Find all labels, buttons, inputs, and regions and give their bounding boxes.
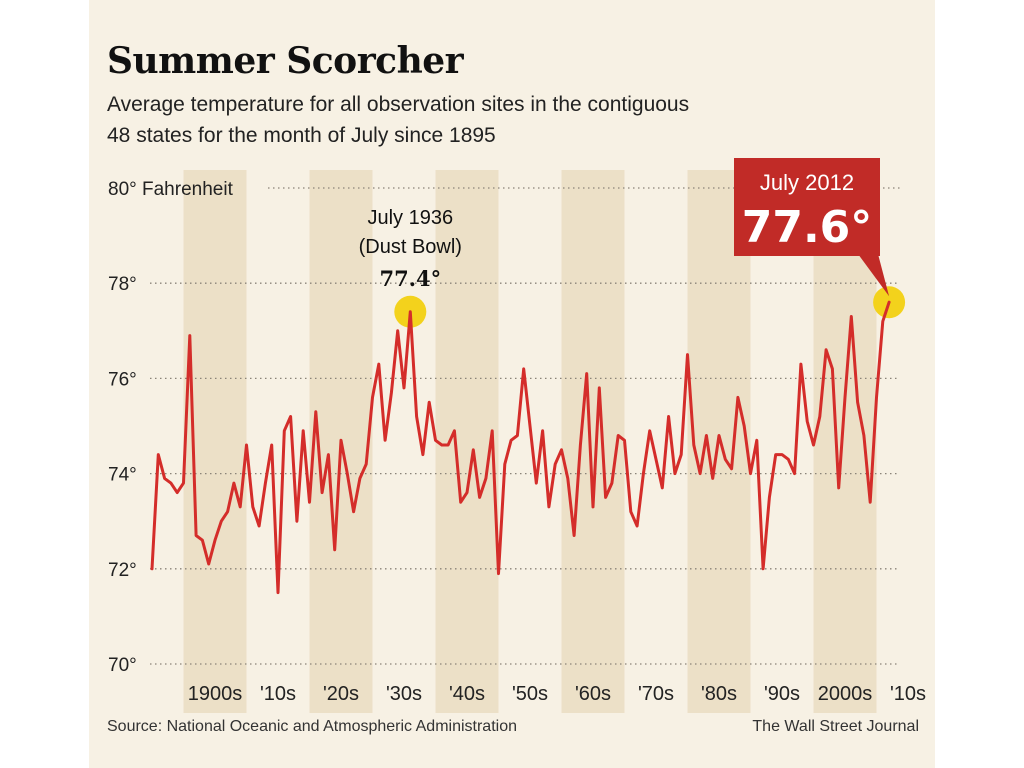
x-tick-label-1940: '40s [449, 683, 485, 705]
x-tick-label-1910: '10s [260, 683, 296, 705]
chart-title: Summer Scorcher [107, 40, 464, 82]
y-tick-label-76: 76° [108, 369, 137, 390]
annotation-1936-note: (Dust Bowl) [359, 236, 462, 258]
x-tick-label-1980: '80s [701, 683, 737, 705]
y-tick-label-80: 80° Fahrenheit [108, 179, 234, 200]
x-tick-label-2010: '10s [890, 683, 926, 705]
x-tick-label-1960: '60s [575, 683, 611, 705]
callout-2012-pointer [858, 254, 890, 297]
decade-band-1960 [561, 170, 625, 713]
callout-2012-label: July 2012 [760, 170, 854, 195]
chart-subtitle-line-2: 48 states for the month of July since 18… [107, 124, 496, 147]
x-tick-label-1900: 1900s [188, 683, 243, 705]
chart-subtitle-line-1: Average temperature for all observation … [107, 93, 690, 116]
annotation-1936-value: 77.4° [379, 266, 441, 291]
decade-band-1940 [435, 170, 499, 713]
callout-2012-value: 77.6° [742, 202, 873, 253]
y-tick-label-78: 78° [108, 274, 137, 295]
publisher-credit: The Wall Street Journal [752, 718, 919, 735]
y-tick-label-72: 72° [108, 560, 137, 581]
callout-2012-box [734, 158, 880, 256]
source-note: Source: National Oceanic and Atmospheric… [107, 718, 517, 735]
x-tick-label-1950: '50s [512, 683, 548, 705]
x-tick-label-1990: '90s [764, 683, 800, 705]
y-tick-label-70: 70° [108, 655, 137, 676]
x-tick-label-1930: '30s [386, 683, 422, 705]
temperature-series-line [150, 300, 891, 595]
x-tick-label-2000: 2000s [818, 683, 873, 705]
x-tick-label-1970: '70s [638, 683, 674, 705]
annotation-1936-label: July 1936 [367, 207, 453, 229]
y-tick-label-74: 74° [108, 465, 137, 486]
x-tick-label-1920: '20s [323, 683, 359, 705]
